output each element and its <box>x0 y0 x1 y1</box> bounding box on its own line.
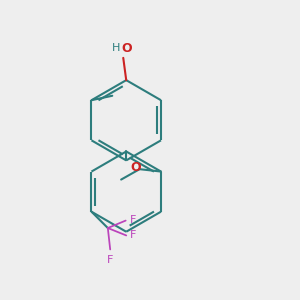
Text: O: O <box>131 161 141 174</box>
Text: F: F <box>130 230 136 241</box>
Text: F: F <box>107 255 113 265</box>
Text: H: H <box>112 44 120 53</box>
Text: O: O <box>121 43 131 56</box>
Text: F: F <box>130 215 136 225</box>
